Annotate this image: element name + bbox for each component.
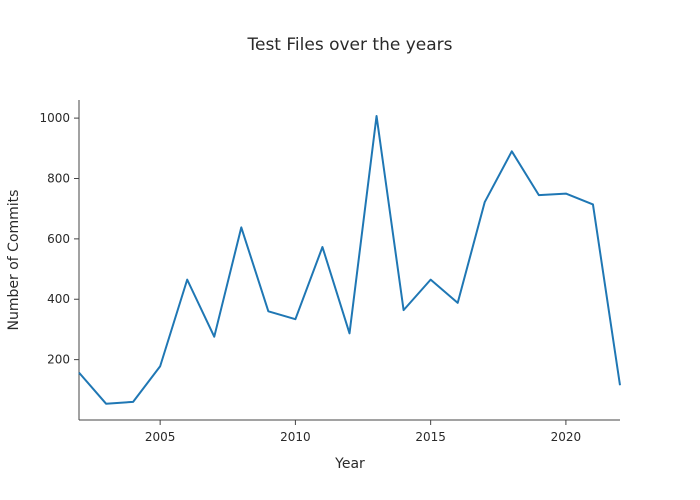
data-point [619,384,621,386]
x-tick-label: 2015 [415,430,446,444]
data-point [267,310,269,312]
data-point [349,332,351,334]
y-tick-label: 800 [47,171,70,185]
x-tick-label: 2020 [551,430,582,444]
data-point [376,115,378,117]
axes [78,100,620,421]
data-point [430,279,432,281]
data-points [78,115,621,405]
x-tick-label: 2010 [280,430,311,444]
x-axis-ticks: 2005 2010 2015 2020 [145,420,581,444]
data-point [213,336,215,338]
y-axis-ticks: 200 400 600 800 1000 [39,111,79,367]
data-point [78,372,80,374]
data-point [240,226,242,228]
data-point [105,403,107,405]
x-tick-label: 2005 [145,430,176,444]
data-point [511,150,513,152]
data-point [457,302,459,304]
data-point [321,246,323,248]
data-point [484,201,486,203]
series-line [78,115,621,405]
data-point [186,279,188,281]
y-tick-label: 200 [47,353,70,367]
y-tick-label: 400 [47,292,70,306]
data-point [159,365,161,367]
data-point [403,309,405,311]
data-point [565,193,567,195]
data-point [132,401,134,403]
data-point [538,194,540,196]
y-axis-title: Number of Commits [6,190,22,331]
y-tick-label: 600 [47,232,70,246]
x-axis-title: Year [334,456,365,472]
data-point [592,203,594,205]
data-point [294,318,296,320]
y-tick-label: 1000 [39,111,70,125]
chart-title: Test Files over the years [247,35,453,55]
